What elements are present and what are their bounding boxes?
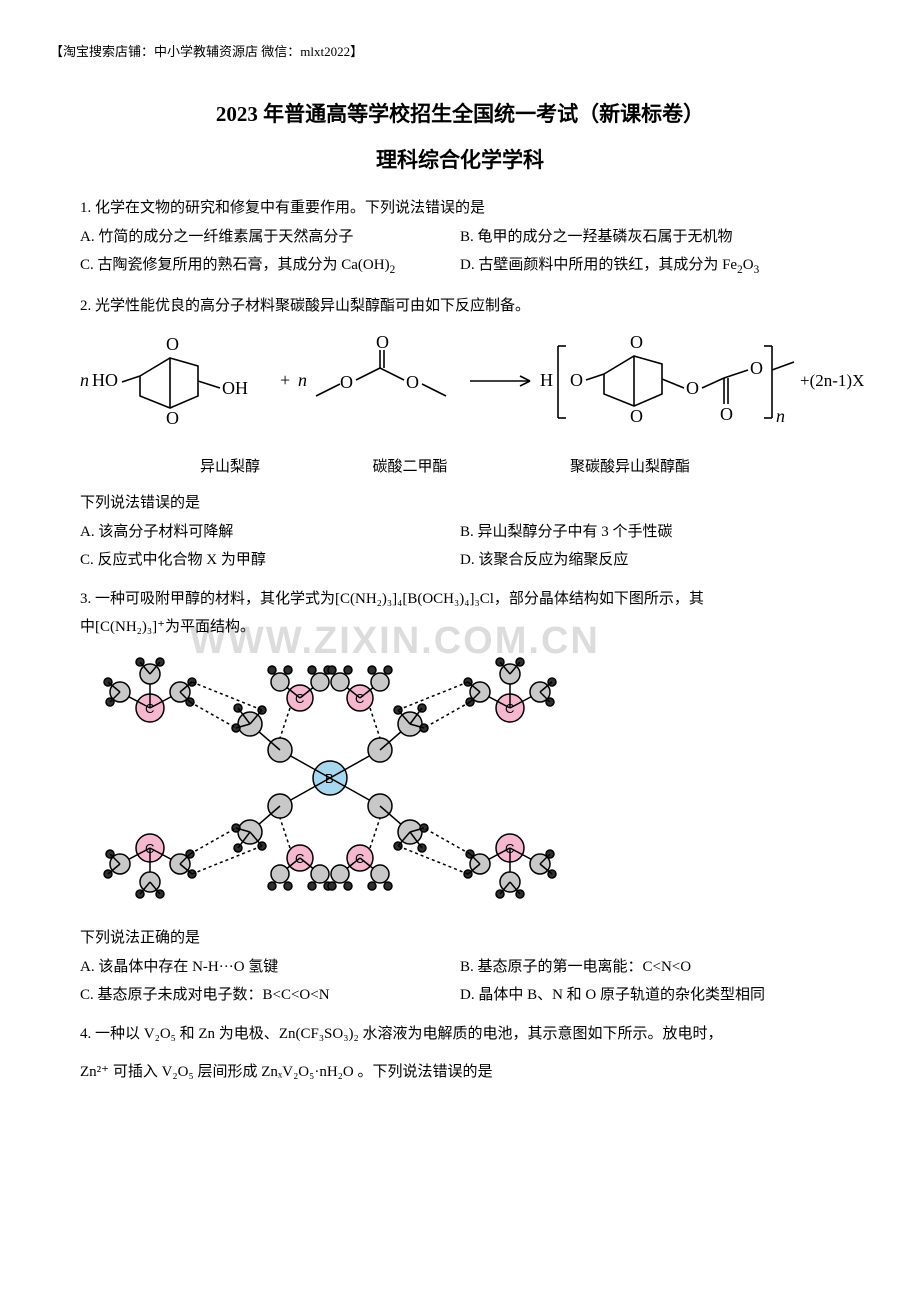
- q4-l2b: 层间形成: [194, 1064, 262, 1080]
- q4-s-a: 和 Zn 为电极、: [176, 1026, 279, 1042]
- svg-dmc-O2: O: [406, 372, 419, 392]
- q1-C-text: C. 古陶瓷修复所用的熟石膏，其成分为 Ca(OH): [80, 257, 390, 273]
- svg-dmc: O O O: [316, 332, 446, 396]
- q4-s-b: 水溶液为电解质的电池，其示意图如下所示。放电时，: [359, 1026, 723, 1042]
- svg-pOdb: O: [720, 404, 733, 424]
- guanidinium-BR: C: [464, 834, 556, 898]
- q3-stem-l2-wrap: WWW.ZIXIN.COM.CN 中[C(NH₂)₃]⁺为平面结构。: [80, 613, 840, 642]
- q3-opt-C: C. 基态原子未成对电子数：B<C<O<N: [80, 981, 460, 1010]
- svg-tail: +(2n-1)X: [800, 371, 864, 390]
- q1-opt-D: D. 古壁画颜料中所用的铁红，其成分为 Fe2O3: [460, 251, 840, 281]
- q1-D-pre: D. 古壁画颜料中所用的铁红，其成分为 Fe: [460, 257, 737, 273]
- q3-formula1: [C(NH₂)₃]₄[B(OCH₃)₄]₃Cl: [335, 591, 494, 607]
- exam-subject: 理科综合化学学科: [80, 141, 840, 181]
- q3-stem-mid: ，部分晶体结构如下图所示，其: [494, 591, 704, 607]
- q3-l2-pre: 中: [80, 619, 95, 635]
- q1-C-sub: 2: [390, 264, 396, 276]
- question-1: 1. 化学在文物的研究和修复中有重要作用。下列说法错误的是 A. 竹简的成分之一…: [80, 194, 840, 281]
- q2-lbl1: 异山梨醇: [130, 453, 330, 482]
- q4-stem-l2: Zn²⁺ 可插入 V₂O₅ 层间形成 ZnₓV₂O₅·nH₂O 。下列说法错误的…: [80, 1058, 840, 1087]
- svg-pO2: O: [686, 378, 699, 398]
- q3-stem-l1: 3. 一种可吸附甲醇的材料，其化学式为[C(NH₂)₃]₄[B(OCH₃)₄]₃…: [80, 585, 840, 614]
- guanidinium-bottom: C C: [268, 845, 392, 890]
- header-note: 【淘宝搜索店铺：中小学教辅资源店 微信：mlxt2022】: [50, 40, 840, 65]
- q2-lbl3: 聚碳酸异山梨醇酯: [520, 453, 740, 482]
- svg-pOb: O: [630, 406, 643, 426]
- q3-substem: 下列说法正确的是: [80, 924, 840, 953]
- q3-opt-D: D. 晶体中 B、N 和 O 原子轨道的杂化类型相同: [460, 981, 840, 1010]
- q4-stem-l1: 4. 一种以 V₂O₅ 和 Zn 为电极、Zn(CF₃SO₃)₂ 水溶液为电解质…: [80, 1020, 840, 1049]
- q4-f2: Zn(CF₃SO₃)₂: [279, 1026, 359, 1042]
- q2-substem: 下列说法错误的是: [80, 489, 840, 518]
- svg-polymer-unit: O O O O O O: [570, 332, 763, 426]
- q2-lbl2: 碳酸二甲酯: [330, 453, 490, 482]
- arm-1: [232, 704, 330, 778]
- q3-l2-post: 为平面结构。: [165, 619, 255, 635]
- q1-opt-A: A. 竹简的成分之一纤维素属于天然高分子: [80, 223, 460, 252]
- svg-pO1: O: [570, 370, 583, 390]
- q1-stem: 1. 化学在文物的研究和修复中有重要作用。下列说法错误的是: [80, 194, 840, 223]
- q1-D-s2: 3: [754, 264, 760, 276]
- guanidinium-top: C C: [268, 666, 392, 711]
- q2-stem: 2. 光学性能优良的高分子材料聚碳酸异山梨醇酯可由如下反应制备。: [80, 292, 840, 321]
- q2-opt-D: D. 该聚合反应为缩聚反应: [460, 546, 840, 575]
- q2-labels: 异山梨醇 碳酸二甲酯 聚碳酸异山梨醇酯: [80, 453, 840, 482]
- q3-opt-B: B. 基态原子的第一电离能：C<N<O: [460, 953, 840, 982]
- q4-s-pre: 4. 一种以: [80, 1026, 144, 1042]
- svg-isosorbide: O O OH: [122, 334, 248, 428]
- q3-formula2: [C(NH₂)₃]⁺: [95, 619, 165, 635]
- arm-4: [330, 778, 428, 852]
- svg-pOt: O: [630, 332, 643, 352]
- q2-opt-A: A. 该高分子材料可降解: [80, 518, 460, 547]
- svg-O-top: O: [166, 334, 179, 354]
- q4-l2a: Zn²⁺ 可插入: [80, 1064, 162, 1080]
- svg-n: n: [80, 370, 89, 390]
- question-4: 4. 一种以 V₂O₅ 和 Zn 为电极、Zn(CF₃SO₃)₂ 水溶液为电解质…: [80, 1020, 840, 1087]
- q1-opt-C: C. 古陶瓷修复所用的熟石膏，其成分为 Ca(OH)2: [80, 251, 460, 281]
- exam-title: 2023 年普通高等学校招生全国统一考试（新课标卷）: [80, 95, 840, 135]
- node-C-t1: C: [295, 691, 304, 706]
- guanidinium-BL: C: [104, 834, 196, 898]
- svg-n2: n: [298, 370, 307, 390]
- arm-3: [232, 778, 330, 852]
- svg-sub-n: n: [776, 406, 785, 426]
- q4-f1: V₂O₅: [144, 1026, 176, 1042]
- arm-2: [330, 704, 428, 778]
- q2-opt-C: C. 反应式中化合物 X 为甲醇: [80, 546, 460, 575]
- q3-opt-A: A. 该晶体中存在 N-H···O 氢键: [80, 953, 460, 982]
- svg-plus1: +: [280, 370, 290, 390]
- q3-crystal-figure: B: [80, 648, 840, 919]
- node-C-t2: C: [355, 691, 364, 706]
- q2-reaction-scheme: n HO O O OH + n O O: [80, 326, 840, 447]
- q2-opt-B: B. 异山梨醇分子中有 3 个手性碳: [460, 518, 840, 547]
- q4-l2c: 。下列说法错误的是: [354, 1064, 493, 1080]
- svg-H: H: [540, 370, 553, 390]
- q4-f3: V₂O₅: [162, 1064, 194, 1080]
- svg-HO: HO: [92, 370, 118, 390]
- svg-OH: OH: [222, 378, 248, 398]
- guanidinium-TL: C: [104, 658, 196, 722]
- svg-dmc-O1: O: [340, 372, 353, 392]
- svg-pO3: O: [750, 358, 763, 378]
- q4-f4: ZnₓV₂O₅·nH₂O: [261, 1064, 354, 1080]
- svg-dmc-Odb: O: [376, 332, 389, 352]
- question-2: 2. 光学性能优良的高分子材料聚碳酸异山梨醇酯可由如下反应制备。 n HO O …: [80, 292, 840, 575]
- guanidinium-TR: C: [464, 658, 556, 722]
- q1-D-mid: O: [743, 257, 754, 273]
- question-3: 3. 一种可吸附甲醇的材料，其化学式为[C(NH₂)₃]₄[B(OCH₃)₄]₃…: [80, 585, 840, 1010]
- q3-stem-pre: 3. 一种可吸附甲醇的材料，其化学式为: [80, 591, 335, 607]
- q1-opt-B: B. 龟甲的成分之一羟基磷灰石属于无机物: [460, 223, 840, 252]
- svg-O-bot: O: [166, 408, 179, 428]
